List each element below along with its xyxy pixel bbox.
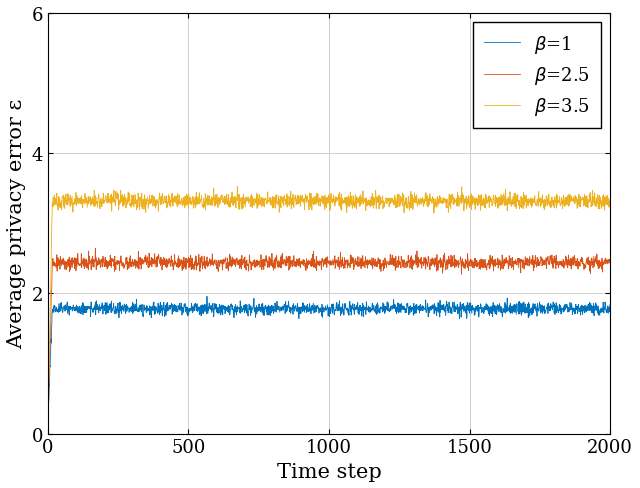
$\beta$=2.5 xyxy=(318,258,326,264)
$\beta$=2.5 xyxy=(606,258,614,264)
$\beta$=3.5 xyxy=(590,194,598,200)
Line: $\beta$=3.5: $\beta$=3.5 xyxy=(48,187,610,406)
$\beta$=2.5 xyxy=(303,261,310,267)
Y-axis label: Average privacy error ε: Average privacy error ε xyxy=(7,99,26,349)
$\beta$=1 xyxy=(318,302,326,307)
$\beta$=3.5 xyxy=(487,197,495,203)
$\beta$=2.5 xyxy=(487,257,495,263)
$\beta$=3.5 xyxy=(44,403,52,409)
$\beta$=3.5 xyxy=(234,184,241,190)
$\beta$=1 xyxy=(44,405,52,410)
$\beta$=3.5 xyxy=(73,199,81,204)
$\beta$=2.5 xyxy=(73,264,81,270)
X-axis label: Time step: Time step xyxy=(276,462,381,481)
$\beta$=1 xyxy=(45,405,52,411)
$\beta$=3.5 xyxy=(318,199,326,204)
Legend: $\beta$=1, $\beta$=2.5, $\beta$=3.5: $\beta$=1, $\beta$=2.5, $\beta$=3.5 xyxy=(473,23,601,128)
$\beta$=1 xyxy=(303,308,311,314)
$\beta$=2.5 xyxy=(44,411,52,417)
$\beta$=1 xyxy=(591,304,598,309)
$\beta$=1 xyxy=(606,302,614,308)
$\beta$=1 xyxy=(203,294,211,300)
$\beta$=1 xyxy=(488,304,495,310)
$\beta$=2.5 xyxy=(92,246,99,252)
$\beta$=3.5 xyxy=(303,199,310,204)
$\beta$=3.5 xyxy=(606,198,614,203)
$\beta$=1 xyxy=(590,313,598,319)
$\beta$=2.5 xyxy=(590,254,598,260)
Line: $\beta$=1: $\beta$=1 xyxy=(48,297,610,408)
$\beta$=2.5 xyxy=(590,259,598,265)
$\beta$=3.5 xyxy=(590,200,598,205)
$\beta$=1 xyxy=(73,305,81,310)
Line: $\beta$=2.5: $\beta$=2.5 xyxy=(48,249,610,414)
